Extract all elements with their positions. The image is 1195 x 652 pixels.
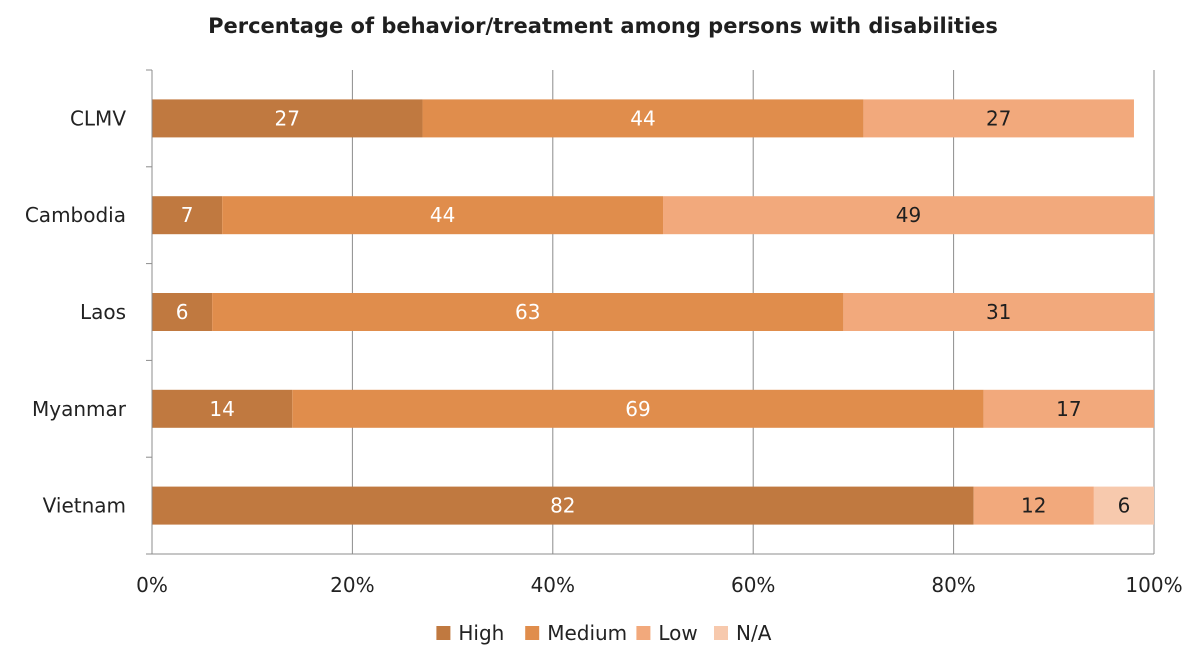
x-tick-label: 60% xyxy=(731,573,775,597)
bar-data-label: 12 xyxy=(1021,494,1046,518)
bar-data-label: 14 xyxy=(209,397,234,421)
bar-segment xyxy=(222,196,664,235)
legend-swatch xyxy=(436,626,451,640)
bar-segment xyxy=(863,99,1134,138)
y-tick-label: Vietnam xyxy=(43,494,126,518)
bar-segment xyxy=(1093,486,1154,525)
legend-swatch xyxy=(525,626,540,640)
x-tick-label: 80% xyxy=(931,573,975,597)
bar-segment xyxy=(843,293,1154,331)
bar-data-label: 63 xyxy=(515,300,540,324)
legend-swatch xyxy=(636,626,651,640)
y-tick-label: Cambodia xyxy=(25,203,126,227)
chart-title: Percentage of behavior/treatment among p… xyxy=(208,14,998,38)
bar-segment xyxy=(152,99,423,138)
bar-data-label: 17 xyxy=(1056,397,1081,421)
bar-data-label: 6 xyxy=(176,300,189,324)
bar-data-label: 69 xyxy=(625,397,650,421)
bar-data-label: 82 xyxy=(550,494,575,518)
bar-data-label: 44 xyxy=(630,106,655,130)
bar-segment xyxy=(152,486,974,525)
bar-segment xyxy=(152,293,213,331)
legend-label: Medium xyxy=(547,621,627,645)
legend-label: Low xyxy=(658,621,697,645)
y-tick-label: Myanmar xyxy=(32,397,127,421)
bar-data-label: 27 xyxy=(275,106,300,130)
axis-layer: 0% 20% 40% 60% 80% 100% CLMV Cambodia Laos Myanma… xyxy=(25,69,1183,597)
bar-data-label: 7 xyxy=(181,203,194,227)
bar-data-label: 44 xyxy=(430,203,455,227)
x-tick-label: 40% xyxy=(531,573,575,597)
bar-segment xyxy=(212,293,844,331)
legend-label: High xyxy=(458,621,504,645)
bar-data-label: 27 xyxy=(986,106,1011,130)
bar-segment xyxy=(983,389,1154,428)
bar-segment xyxy=(152,389,293,428)
x-tick-label: 20% xyxy=(330,573,374,597)
bar-data-label: 49 xyxy=(896,203,921,227)
bars-layer: 27 44 27 7 44 49 6 63 31 14 69 17 82 12 6 xyxy=(152,99,1154,525)
bar-segment xyxy=(422,99,864,138)
y-tick-label: Laos xyxy=(80,300,126,324)
x-tick-label: 0% xyxy=(136,573,168,597)
y-tick-label: CLMV xyxy=(70,106,126,130)
bar-segment xyxy=(663,196,1154,235)
bar-segment xyxy=(292,389,984,428)
legend-label: N/A xyxy=(736,621,772,645)
bar-data-label: 31 xyxy=(986,300,1011,324)
bar-segment xyxy=(973,486,1094,525)
legend: High Medium Low N/A xyxy=(436,621,772,645)
bar-data-label: 6 xyxy=(1118,494,1131,518)
bar-segment xyxy=(152,196,223,235)
x-tick-label: 100% xyxy=(1125,573,1182,597)
legend-swatch xyxy=(714,626,728,640)
